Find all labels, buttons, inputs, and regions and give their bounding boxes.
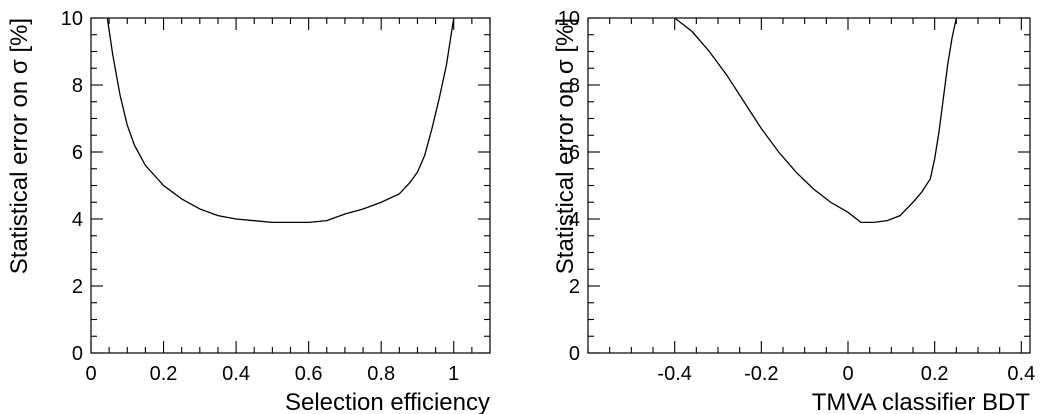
x-axis-title: TMVA classifier BDT	[812, 389, 1031, 414]
series-line	[674, 17, 957, 223]
y-tick-label: 6	[72, 142, 83, 164]
plot-frame	[90, 17, 491, 354]
x-tick-label: 0	[85, 363, 96, 385]
y-tick-label: 0	[72, 343, 83, 365]
x-tick-label: 0.4	[222, 363, 250, 385]
x-tick-label: 0	[842, 363, 853, 385]
y-tick-label: 4	[569, 209, 580, 231]
x-tick-label: 0.8	[367, 363, 395, 385]
y-tick-label: 8	[72, 75, 83, 97]
y-axis-title: Statistical error on σ [%]	[552, 18, 579, 274]
y-tick-label: 10	[558, 8, 580, 30]
x-tick-label: 0.6	[295, 363, 323, 385]
y-tick-label: 8	[569, 75, 580, 97]
x-tick-label: 0.2	[921, 363, 949, 385]
y-tick-label: 4	[72, 209, 83, 231]
x-tick-label: 0.4	[1007, 363, 1035, 385]
x-tick-label: -0.2	[744, 363, 778, 385]
y-axis-title: Statistical error on σ [%]	[6, 18, 33, 274]
y-tick-label: 10	[61, 8, 83, 30]
x-tick-label: 0.2	[150, 363, 178, 385]
chart-panel-right: -0.4 -0.2 0 0.2 0.4 0 2 4 6 8 10 TMVA classifier BD…	[552, 8, 1035, 414]
x-tick-label: 1	[448, 363, 459, 385]
x-tick-label: -0.4	[657, 363, 691, 385]
y-tick-label: 2	[72, 276, 83, 298]
y-tick-label: 0	[569, 343, 580, 365]
x-axis-title: Selection efficiency	[285, 389, 490, 414]
y-tick-label: 6	[569, 142, 580, 164]
y-tick-label: 2	[569, 276, 580, 298]
series-line	[106, 17, 455, 223]
